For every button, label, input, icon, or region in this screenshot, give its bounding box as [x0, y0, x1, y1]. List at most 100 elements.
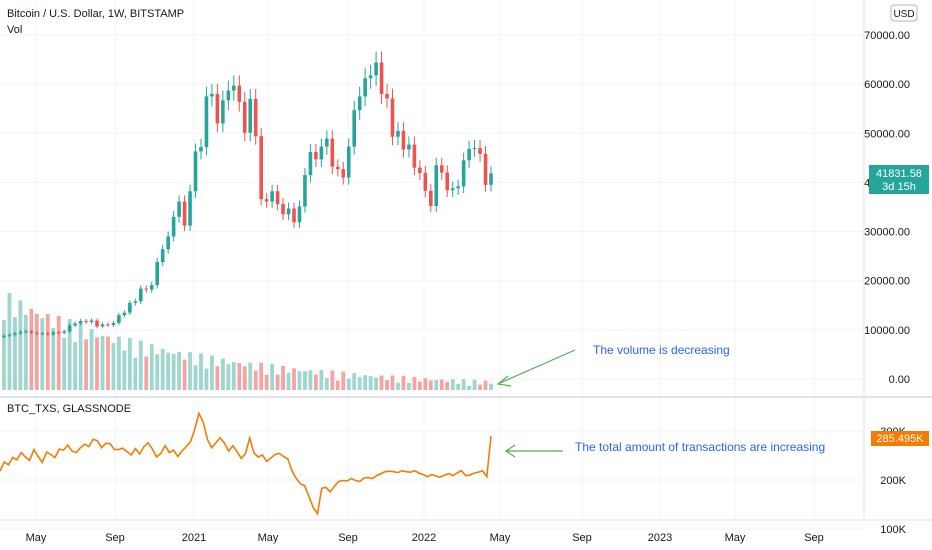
price-axis[interactable]: 70000.0060000.0050000.0040000.0030000.00…	[864, 30, 910, 386]
time-axis[interactable]: May Sep 2021 May Sep 2022 May Sep 2023 May Sep	[26, 532, 824, 544]
candle	[138, 285, 143, 305]
candle	[155, 257, 160, 289]
volume-bar	[330, 370, 335, 390]
volume-bar	[13, 317, 17, 390]
volume-bar	[248, 362, 253, 390]
currency-button[interactable]: USD	[890, 4, 918, 22]
price-tick-label: 0.00	[889, 374, 910, 386]
time-tick-label: 2021	[182, 532, 206, 544]
volume-bar	[106, 336, 110, 390]
candle	[24, 329, 28, 334]
volume-bar	[89, 329, 94, 390]
volume-bar	[95, 337, 99, 390]
time-tick-label: Sep	[338, 532, 358, 544]
volume-bar	[412, 376, 417, 390]
symbol-title: Bitcoin / U.S. Dollar, 1W, BITSTAMP	[7, 8, 184, 20]
volume-bar	[138, 340, 143, 390]
price-tick-label: 50000.00	[864, 128, 910, 140]
vol-label: Vol	[7, 24, 22, 36]
volume-bar	[231, 362, 236, 390]
candle	[483, 146, 488, 192]
indicator-tick-label: 200K	[880, 475, 906, 487]
candle	[133, 298, 138, 306]
candle	[182, 195, 187, 232]
volume-bar	[199, 353, 203, 390]
volume-bar	[127, 338, 132, 390]
candle	[319, 138, 324, 168]
volume-bar	[67, 318, 72, 390]
volume-bar	[166, 352, 171, 390]
volume-bar	[155, 354, 160, 390]
indicator-value-badge: 285.495K	[871, 431, 929, 446]
volume-annotation[interactable]: The volume is decreasing	[496, 343, 730, 387]
volume-bar	[237, 363, 242, 390]
candle	[314, 144, 318, 168]
volume-bar	[407, 382, 411, 390]
volume-bar	[319, 370, 324, 390]
candle	[270, 184, 274, 208]
candle	[199, 138, 203, 160]
candle	[434, 157, 439, 213]
candle	[346, 138, 351, 185]
candle	[29, 329, 34, 335]
candle	[489, 166, 493, 192]
volume-bar	[253, 370, 258, 390]
volume-bar	[171, 354, 176, 390]
candle	[78, 318, 83, 326]
currency-button-label: USD	[893, 9, 914, 20]
candle	[215, 83, 220, 133]
candle	[396, 122, 400, 146]
volume-bar	[84, 339, 88, 390]
volume-bar	[226, 364, 231, 390]
candle	[188, 184, 192, 232]
price-tick-label: 60000.00	[864, 79, 910, 91]
volume-bar	[357, 377, 362, 390]
volume-bar	[29, 308, 34, 390]
volume-bar	[182, 359, 187, 390]
volume-bar	[56, 315, 61, 390]
transactions-annotation[interactable]: The total amount of transactions are inc…	[504, 440, 825, 458]
candle	[330, 130, 335, 175]
candle	[286, 202, 291, 221]
candle	[232, 75, 236, 101]
candle	[18, 330, 23, 335]
candle	[62, 329, 66, 335]
volume-bar	[34, 313, 39, 390]
candle	[281, 197, 285, 221]
volume-bar	[242, 366, 247, 390]
volume-bar	[335, 380, 340, 390]
candle	[160, 244, 165, 267]
candle	[248, 89, 253, 142]
volume-bar	[45, 314, 50, 390]
volume-bar	[281, 365, 285, 390]
candle	[40, 331, 45, 336]
indicator-last-value: 285.495K	[876, 433, 924, 445]
candle	[56, 330, 61, 335]
candle	[237, 75, 242, 112]
volume-bar	[297, 371, 302, 390]
volume-bar	[445, 381, 450, 390]
volume-bar	[160, 348, 165, 390]
candle	[335, 159, 340, 177]
volume-bar	[111, 343, 116, 390]
volume-bar	[264, 374, 269, 390]
volume-bar	[324, 377, 329, 390]
candle	[2, 334, 6, 339]
volume-bar	[489, 383, 493, 390]
candle	[418, 160, 422, 181]
candle	[450, 181, 455, 197]
volume-bar	[434, 379, 439, 390]
candle	[429, 184, 433, 213]
time-tick-label: May	[258, 532, 279, 544]
volume-bar	[303, 371, 307, 390]
volume-bar	[275, 374, 280, 390]
volume-bar	[188, 352, 192, 390]
candle	[374, 51, 378, 86]
candle	[149, 281, 154, 293]
candle	[357, 86, 362, 120]
price-tick-label: 30000.00	[864, 227, 910, 239]
volume-bar	[78, 323, 83, 390]
last-price-value: 41831.58	[876, 168, 922, 180]
candle	[297, 200, 302, 228]
